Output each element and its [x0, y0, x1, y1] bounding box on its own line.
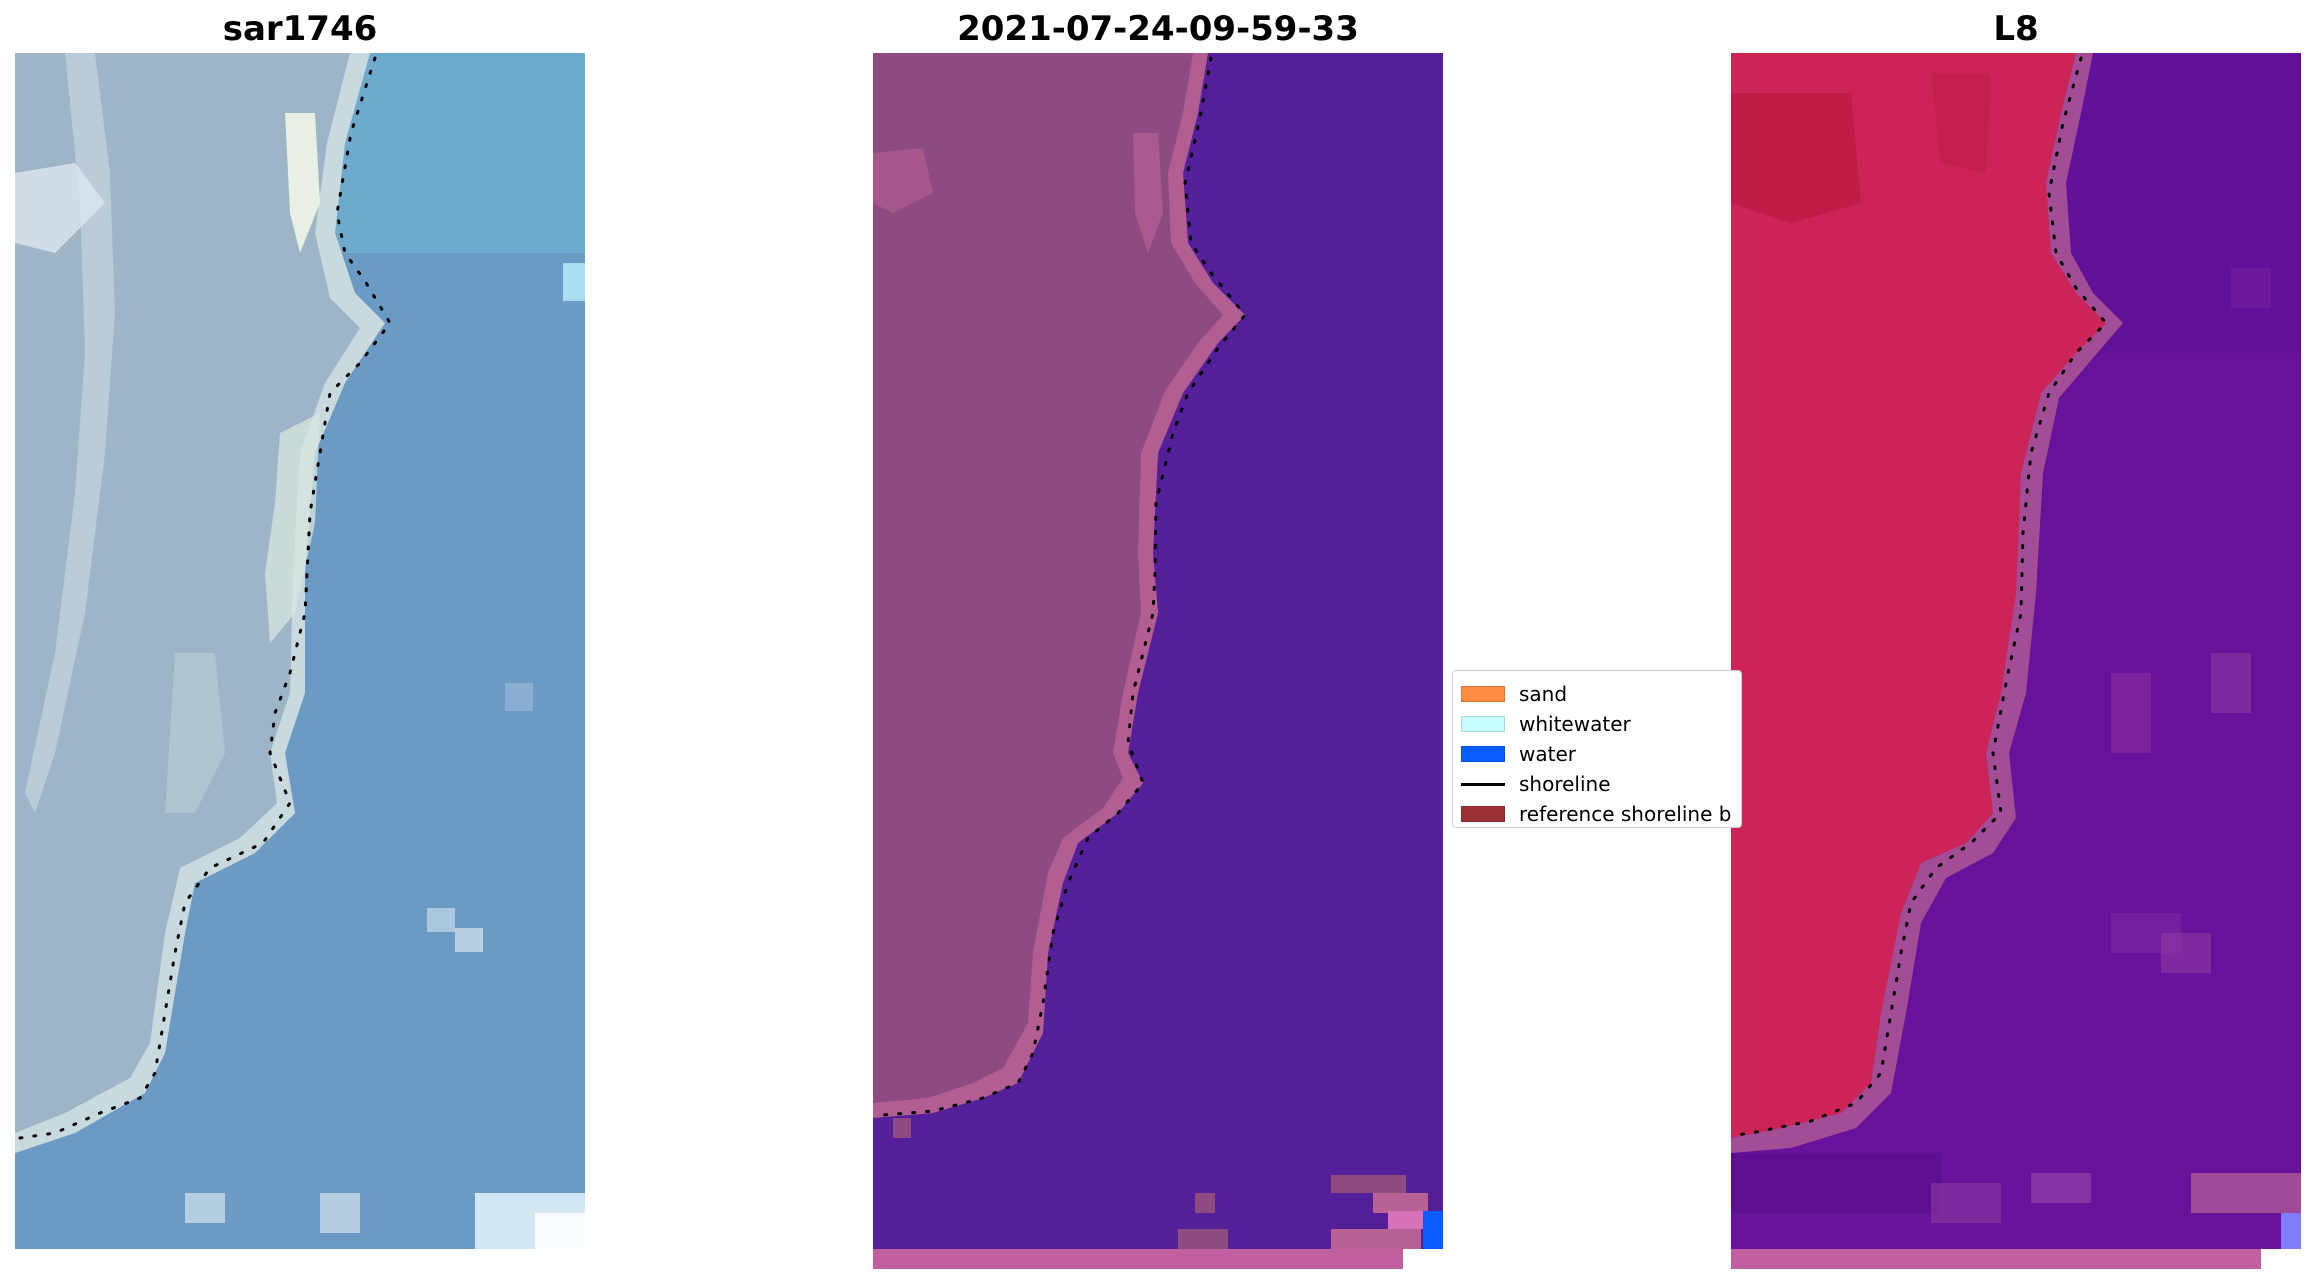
legend-item-reference-shoreline: reference shoreline b	[1453, 797, 1741, 827]
legend-label-shoreline: shoreline	[1519, 772, 1611, 796]
legend-swatch-reference-shoreline	[1461, 806, 1505, 822]
legend: sand whitewater water shoreline referenc…	[1452, 670, 1742, 828]
legend-item-sand: sand	[1453, 677, 1741, 707]
legend-label-sand: sand	[1519, 682, 1568, 706]
panel-title-classification: 2021-07-24-09-59-33	[957, 9, 1359, 49]
mndwi-land-region	[1731, 53, 2106, 1138]
classification-panel	[873, 53, 1443, 1269]
classification-shoreline	[881, 56, 1247, 1117]
legend-swatch-whitewater	[1461, 716, 1505, 732]
water-pixel-patch	[1423, 1211, 1443, 1249]
legend-item-shoreline: shoreline	[1453, 767, 1741, 797]
legend-line-shoreline	[1461, 783, 1505, 786]
legend-label-whitewater: whitewater	[1519, 712, 1631, 736]
legend-label-reference-shoreline: reference shoreline b	[1519, 802, 1732, 826]
legend-swatch-sand	[1461, 686, 1505, 702]
panel-title-mndwi: L8	[1993, 9, 2039, 49]
panel-title-rgb: sar1746	[222, 9, 378, 49]
rgb-shoreline	[18, 56, 392, 1140]
mndwi-image	[1731, 53, 2301, 1269]
legend-item-water: water	[1453, 737, 1741, 767]
legend-item-whitewater: whitewater	[1453, 707, 1741, 737]
classified-land-region	[873, 53, 1245, 1118]
legend-swatch-water	[1461, 746, 1505, 762]
mndwi-panel	[1731, 53, 2301, 1269]
rgb-image	[15, 53, 585, 1249]
rgb-image-panel	[15, 53, 585, 1249]
legend-label-water: water	[1519, 742, 1576, 766]
classification-image	[873, 53, 1443, 1269]
